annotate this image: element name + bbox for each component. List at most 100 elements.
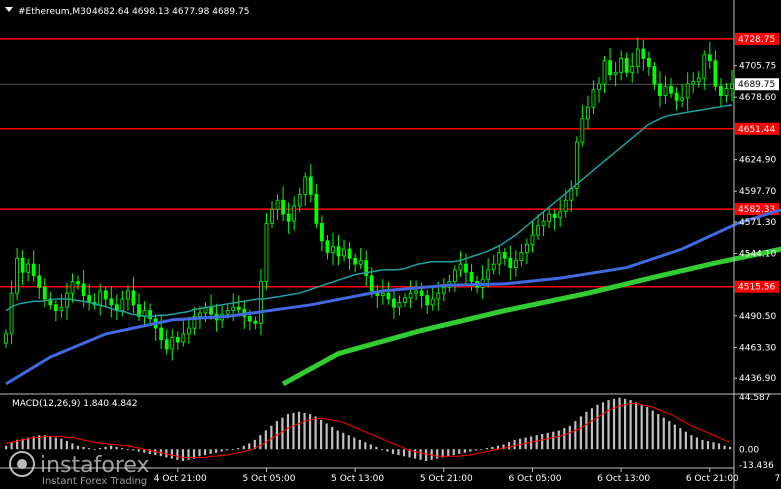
- candle-body: [663, 85, 668, 96]
- macd-histogram-bar: [65, 441, 68, 450]
- macd-histogram-bar: [347, 435, 350, 450]
- macd-histogram-bar: [143, 449, 146, 453]
- macd-histogram-bar: [712, 442, 715, 450]
- candle-body: [364, 260, 369, 277]
- macd-histogram-bar: [121, 448, 124, 450]
- candle-body: [358, 260, 363, 265]
- macd-histogram-bar: [270, 425, 273, 450]
- candle-body: [76, 281, 80, 285]
- candle-body: [558, 211, 563, 219]
- candle-body: [353, 257, 358, 265]
- macd-histogram-bar: [618, 397, 621, 450]
- candle-body: [574, 141, 579, 189]
- macd-histogram-bar: [391, 449, 395, 454]
- candle-body: [297, 193, 302, 207]
- time-tick-label: 7 Oct 05:00: [775, 474, 781, 484]
- candle-body: [441, 286, 446, 294]
- macd-histogram-bar: [308, 414, 312, 450]
- level-label-box: [735, 32, 779, 45]
- chart-header: #Ethereum,M30 4682.64 4698.13 4677.98 46…: [5, 7, 249, 17]
- time-tick-label: 6 Oct 05:00: [508, 474, 561, 484]
- candles: [4, 37, 734, 361]
- candle-body: [126, 290, 130, 300]
- macd-histogram-bar: [226, 449, 229, 451]
- macd-histogram-bar: [148, 449, 151, 454]
- candle-body: [103, 290, 108, 300]
- candle-body: [536, 225, 540, 236]
- symbol-label: #Ethereum,M30: [18, 7, 92, 17]
- candle-body: [458, 263, 463, 271]
- candle-body: [148, 310, 152, 320]
- candle-body: [264, 223, 269, 282]
- macd-histogram-bar: [612, 398, 616, 450]
- candle-body: [336, 246, 341, 257]
- macd-histogram-bar: [181, 449, 185, 461]
- candle-body: [70, 281, 75, 294]
- candle-body: [707, 54, 712, 62]
- candle-body: [530, 234, 535, 245]
- time-tick-label: 6 Oct 13:00: [597, 474, 650, 484]
- macd-histogram-bar: [220, 449, 223, 452]
- candle-body: [347, 248, 352, 259]
- macd-histogram-bar: [491, 446, 494, 450]
- macd-histogram-bar: [314, 416, 317, 450]
- candle-body: [635, 48, 640, 67]
- macd-histogram-bar: [54, 437, 57, 450]
- macd-histogram-bar: [5, 445, 8, 450]
- macd-histogram-bar: [430, 449, 433, 460]
- collapse-triangle-icon[interactable]: [5, 7, 13, 12]
- macd-histogram-bar: [192, 449, 196, 459]
- macd-histogram-bar: [364, 442, 367, 450]
- macd-histogram-bar: [209, 449, 212, 454]
- macd-histogram-bar: [530, 436, 533, 450]
- macd-histogram-bar: [552, 431, 555, 450]
- macd-histogram-bar: [369, 444, 372, 450]
- candle-body: [552, 213, 557, 219]
- macd-tick-label: 44.587: [739, 393, 771, 403]
- macd-histogram-bar: [690, 435, 693, 450]
- candle-body: [724, 88, 729, 96]
- macd-histogram-bar: [651, 410, 654, 450]
- macd-histogram-bar: [93, 449, 96, 451]
- candle-body: [65, 292, 69, 308]
- macd-histogram-bar: [579, 416, 582, 450]
- candle-body: [685, 83, 690, 99]
- macd-histogram-bar: [668, 421, 671, 450]
- macd-histogram-bar: [38, 435, 41, 450]
- macd-histogram-bar: [452, 449, 455, 456]
- macd-histogram-bar: [297, 411, 301, 450]
- candle-body: [641, 48, 646, 59]
- macd-histogram-bar: [640, 404, 643, 450]
- candle-body: [308, 176, 313, 195]
- macd-histogram-bar: [187, 449, 190, 460]
- candle-body: [586, 106, 590, 120]
- candle-body: [414, 290, 419, 294]
- macd-histogram-bar: [419, 449, 422, 460]
- macd-histogram-bar: [601, 402, 605, 450]
- candle-body: [453, 269, 457, 282]
- macd-histogram-bar: [425, 449, 428, 461]
- macd-histogram-bar: [176, 449, 179, 460]
- macd-histogram-bar: [596, 404, 599, 450]
- macd-histogram-bar: [320, 419, 323, 450]
- macd-histogram-bar: [513, 439, 516, 450]
- candle-body: [408, 292, 413, 299]
- candle-body: [519, 252, 524, 262]
- macd-histogram-bar: [170, 449, 174, 459]
- candle-body: [436, 292, 441, 300]
- ohlc-values: 4682.64 4698.13 4677.98 4689.75: [92, 7, 249, 17]
- macd-histogram-bar: [662, 417, 665, 450]
- macd-histogram-bar: [21, 438, 24, 450]
- candle-body: [236, 306, 241, 310]
- macd-histogram-bar: [458, 449, 461, 454]
- candle-body: [719, 85, 723, 96]
- candle-body: [4, 333, 8, 344]
- candle-body: [497, 252, 502, 265]
- macd-histogram-bar: [154, 449, 157, 456]
- price-tick-label: 4624.90: [739, 156, 776, 166]
- candle-body: [259, 281, 263, 324]
- macd-histogram-bar: [237, 448, 240, 450]
- macd-histogram-bar: [358, 439, 361, 450]
